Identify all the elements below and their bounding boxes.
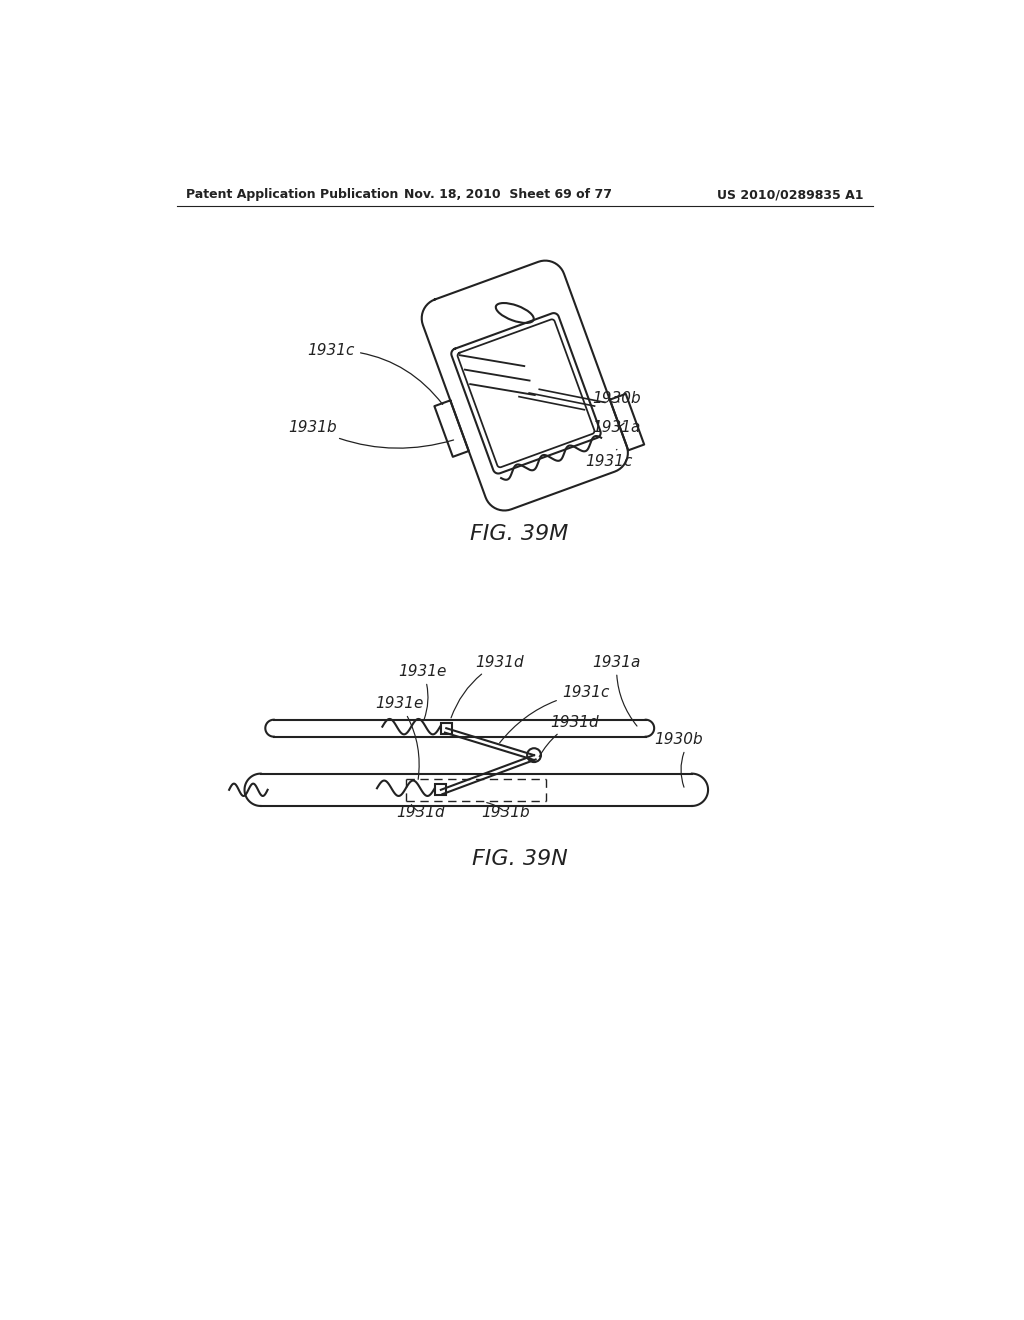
Text: 1931e: 1931e (398, 664, 446, 719)
Text: 1931c: 1931c (585, 449, 632, 470)
Text: 1930b: 1930b (593, 391, 641, 407)
Text: 1931c: 1931c (500, 685, 609, 743)
Text: 1931b: 1931b (289, 420, 454, 449)
Circle shape (527, 748, 541, 762)
Text: 1930b: 1930b (654, 731, 702, 747)
Text: FIG. 39N: FIG. 39N (471, 849, 567, 869)
Text: 1931d: 1931d (540, 714, 599, 756)
Text: FIG. 39M: FIG. 39M (470, 524, 568, 544)
Text: Nov. 18, 2010  Sheet 69 of 77: Nov. 18, 2010 Sheet 69 of 77 (403, 187, 612, 201)
Text: 1931d: 1931d (451, 655, 524, 718)
Bar (441, 723, 452, 734)
Text: 1931c: 1931c (307, 343, 442, 404)
Text: 1931d: 1931d (396, 805, 444, 820)
Text: 1931b: 1931b (481, 803, 529, 820)
Text: Patent Application Publication: Patent Application Publication (186, 187, 398, 201)
Text: 1931a: 1931a (593, 420, 641, 434)
Bar (435, 784, 446, 795)
Text: 1931a: 1931a (593, 655, 641, 726)
Text: US 2010/0289835 A1: US 2010/0289835 A1 (717, 187, 863, 201)
Text: 1931e: 1931e (376, 696, 424, 779)
